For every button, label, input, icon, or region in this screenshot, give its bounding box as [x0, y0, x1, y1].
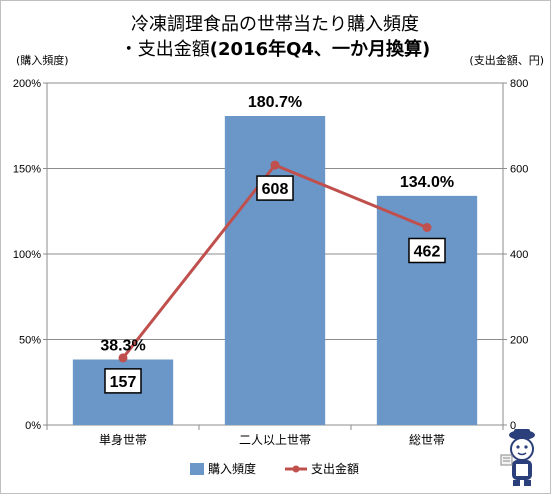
left-tick-label: 0% — [25, 420, 41, 432]
legend-line-label: 支出金額 — [311, 461, 359, 476]
bar-value-label: 38.3% — [100, 338, 145, 355]
line-value-label: 462 — [414, 243, 441, 260]
right-tick-label: 0 — [510, 420, 516, 432]
line-value-box — [104, 368, 142, 394]
legend-line-marker — [292, 465, 300, 473]
category-label: 総世帯 — [409, 433, 445, 447]
left-tick-label: 100% — [13, 249, 41, 261]
left-tick-label: 200% — [13, 78, 41, 90]
right-tick-label: 600 — [510, 164, 528, 176]
right-tick-label: 200 — [510, 335, 528, 347]
line-point — [270, 160, 280, 170]
left-tick-label: 50% — [19, 335, 41, 347]
bar-value-label: 180.7% — [248, 94, 302, 111]
left-tick-label: 150% — [13, 164, 41, 176]
axes: 0% 50% 100% 150% 200% 0 200 400 600 800 単身世帯 二人以上世帯… — [13, 78, 529, 447]
line-point — [118, 353, 128, 363]
chart-title-line2-prefix: ・支出金額 — [120, 39, 210, 60]
line-value-label: 157 — [110, 374, 137, 391]
category-label: 二人以上世帯 — [239, 433, 311, 447]
right-tick-label: 800 — [510, 78, 528, 90]
legend: 購入頻度 支出金額 — [190, 461, 359, 476]
line-point — [422, 222, 432, 232]
data-labels: 38.3% 180.7% 134.0% 157 608 462 — [100, 94, 454, 394]
bar — [376, 195, 478, 425]
legend-bar-label: 購入頻度 — [208, 461, 256, 476]
bar-value-label: 134.0% — [400, 174, 454, 191]
line-value-box — [408, 237, 446, 264]
mascot-character-icon — [500, 429, 535, 486]
line-series — [118, 160, 432, 363]
left-axis-unit: (購入頻度) — [16, 53, 69, 67]
right-tick-label: 400 — [510, 249, 528, 261]
line-value-label: 608 — [262, 181, 289, 198]
line-value-box — [256, 175, 294, 201]
chart-title-line2-bold: (2016年Q4、一か月換算) — [210, 38, 430, 60]
legend-bar-swatch — [190, 463, 204, 475]
right-axis-unit: (支出金額、円) — [469, 53, 544, 67]
chart-title-line1: 冷凍調理食品の世帯当たり購入頻度 — [131, 14, 419, 35]
category-label: 単身世帯 — [99, 432, 147, 447]
chart-title-line2: ・支出金額(2016年Q4、一か月換算) — [120, 38, 430, 60]
